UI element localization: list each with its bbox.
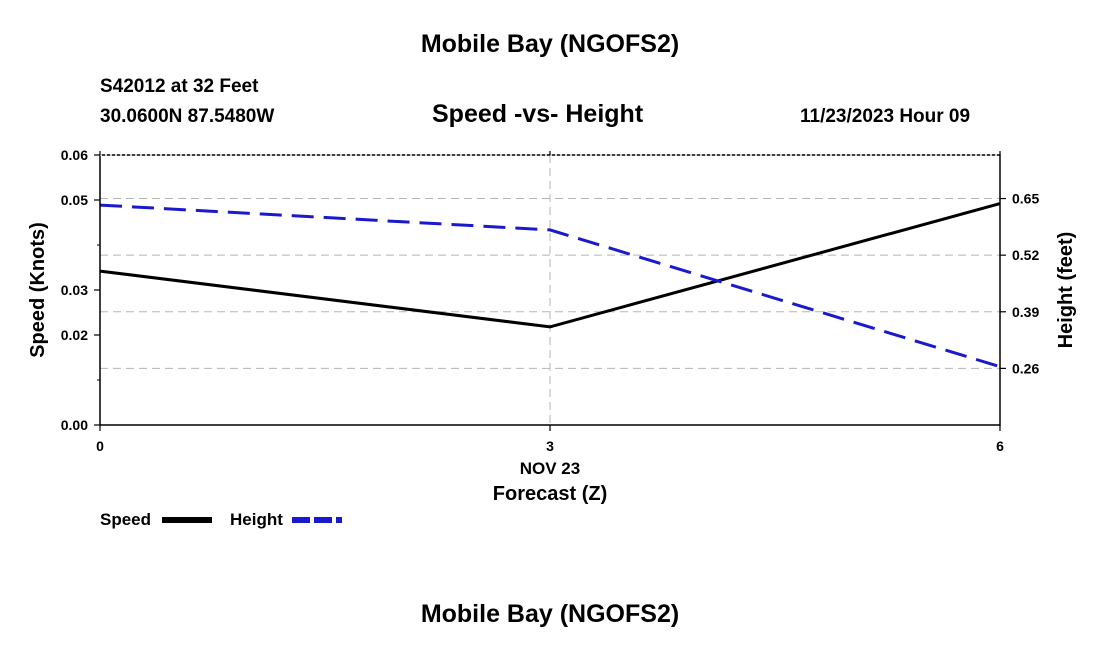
y2-tick-label: 0.52	[1012, 247, 1039, 263]
axes: 0.00 0.02 0.03 0.05 0.06 0.26 0.39 0.52 0.65 0 3 6 N…	[27, 147, 1077, 505]
x-tick-label: 3	[546, 438, 554, 454]
y-tick-label: 0.06	[61, 147, 88, 163]
y-tick-label: 0.05	[61, 192, 88, 208]
chart-main-title: Mobile Bay (NGOFS2)	[420, 30, 680, 58]
legend: Speed Height	[100, 510, 342, 529]
y2-tick-label: 0.65	[1012, 191, 1039, 207]
y2-tick-label: 0.26	[1012, 360, 1039, 376]
station-label: S42012 at 32 Feet	[100, 76, 259, 97]
series-lines	[99, 202, 1001, 369]
datetime-label: 11/23/2023 Hour 09	[800, 106, 971, 127]
coordinates-label: 30.0600N 87.5480W	[100, 106, 275, 127]
footer-title: Mobile Bay (NGOFS2)	[420, 600, 680, 628]
legend-speed-label: Speed	[100, 510, 151, 529]
y-tick-label: 0.03	[61, 282, 88, 298]
grid-lines	[100, 155, 1000, 425]
x-date-label: NOV 23	[520, 459, 580, 478]
y-tick-label: 0.02	[61, 327, 88, 343]
x-axis-label: Forecast (Z)	[493, 483, 607, 505]
y2-axis-label: Height (feet)	[1055, 232, 1077, 349]
y-tick-label: 0.00	[61, 417, 88, 433]
height-series-line	[99, 203, 1001, 369]
y2-tick-label: 0.39	[1012, 304, 1039, 320]
y-axis-label: Speed (Knots)	[27, 222, 49, 358]
chart-subtitle: Speed -vs- Height	[432, 100, 644, 128]
legend-height-label: Height	[230, 510, 283, 529]
x-tick-label: 0	[96, 438, 104, 454]
x-tick-label: 6	[996, 438, 1004, 454]
speed-series-line	[99, 202, 1001, 329]
